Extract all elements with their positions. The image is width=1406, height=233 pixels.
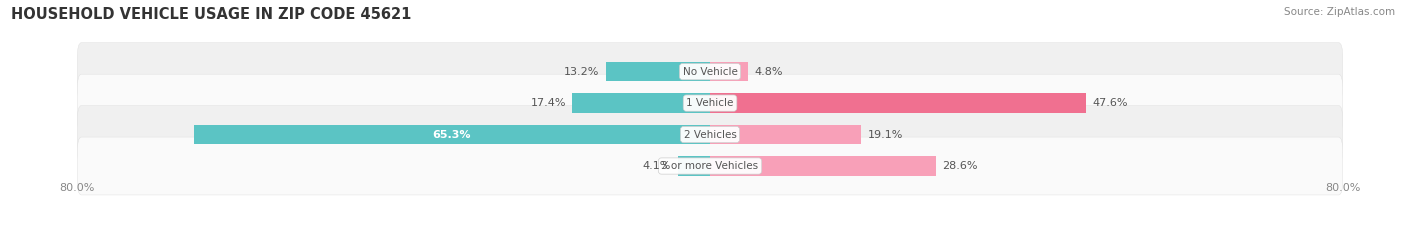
FancyBboxPatch shape	[77, 137, 1343, 195]
Text: 1 Vehicle: 1 Vehicle	[686, 98, 734, 108]
Text: Source: ZipAtlas.com: Source: ZipAtlas.com	[1284, 7, 1395, 17]
Text: 2 Vehicles: 2 Vehicles	[683, 130, 737, 140]
Bar	[710, 93, 1087, 113]
Text: 65.3%: 65.3%	[433, 130, 471, 140]
Bar	[678, 156, 710, 176]
Text: 17.4%: 17.4%	[530, 98, 567, 108]
Bar	[572, 93, 710, 113]
Text: 28.6%: 28.6%	[942, 161, 979, 171]
Bar	[710, 156, 936, 176]
Bar	[710, 62, 748, 81]
Text: HOUSEHOLD VEHICLE USAGE IN ZIP CODE 45621: HOUSEHOLD VEHICLE USAGE IN ZIP CODE 4562…	[11, 7, 412, 22]
Bar	[710, 125, 860, 144]
Text: 3 or more Vehicles: 3 or more Vehicles	[661, 161, 759, 171]
FancyBboxPatch shape	[77, 106, 1343, 164]
FancyBboxPatch shape	[77, 74, 1343, 132]
Bar	[606, 62, 710, 81]
FancyBboxPatch shape	[77, 43, 1343, 101]
Text: 19.1%: 19.1%	[868, 130, 903, 140]
Bar	[194, 125, 710, 144]
Text: No Vehicle: No Vehicle	[682, 67, 738, 77]
Text: 47.6%: 47.6%	[1092, 98, 1128, 108]
Text: 4.8%: 4.8%	[755, 67, 783, 77]
Text: 13.2%: 13.2%	[564, 67, 599, 77]
Text: 4.1%: 4.1%	[643, 161, 671, 171]
